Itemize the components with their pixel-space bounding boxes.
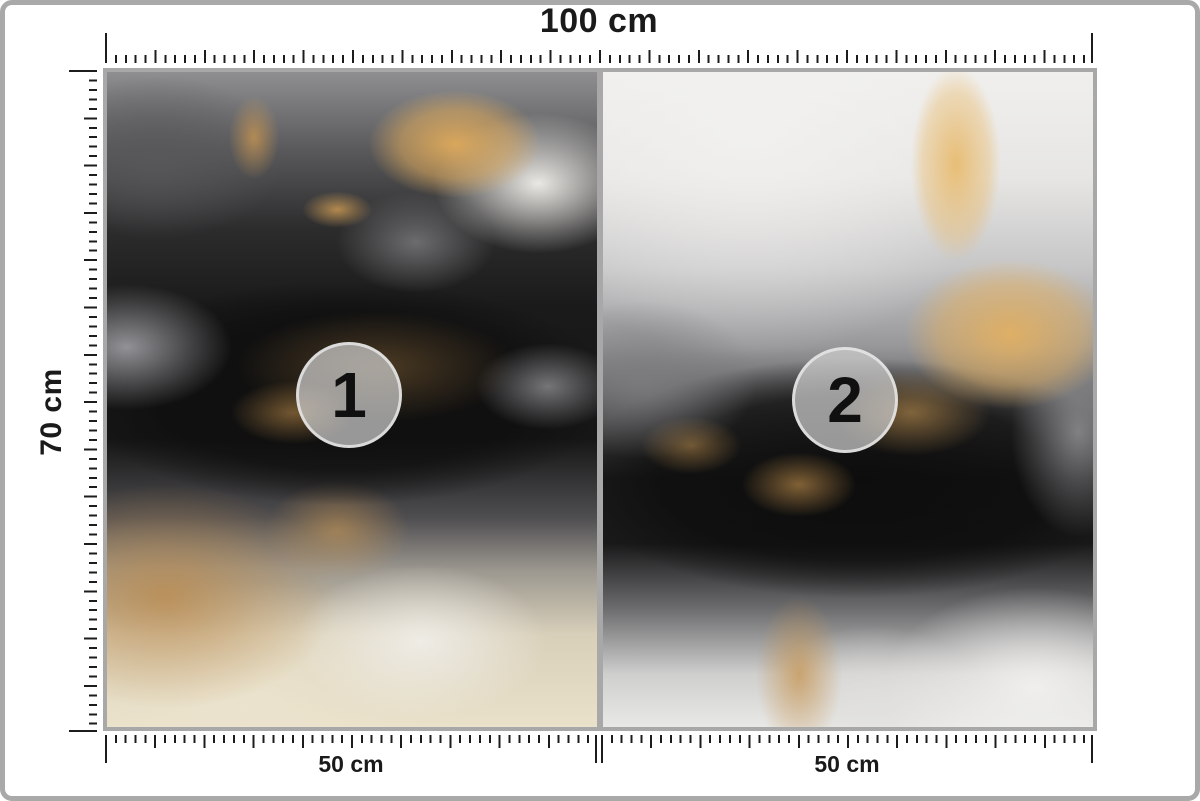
panel-1-width-label: 50 cm — [318, 751, 384, 777]
panel-2-width-label: 50 cm — [814, 751, 880, 777]
panel-2-number: 2 — [827, 364, 863, 436]
total-width-label: 100 cm — [539, 2, 659, 40]
panel-2-number-badge: 2 — [792, 347, 898, 453]
top-width-ruler — [105, 33, 1093, 63]
total-height-label: 70 cm — [35, 368, 68, 456]
bottom-ruler-panel-1 — [105, 735, 597, 763]
wallpaper-panel-2 — [603, 72, 1093, 727]
panel-divider — [597, 72, 603, 727]
left-height-ruler — [69, 70, 97, 732]
bottom-ruler-panel-2 — [601, 735, 1093, 763]
wallpaper-panel-1 — [107, 72, 597, 727]
panel-1-number: 1 — [331, 359, 367, 431]
panel-1-number-badge: 1 — [296, 342, 402, 448]
wallpaper-artwork: 1 2 — [103, 68, 1097, 731]
